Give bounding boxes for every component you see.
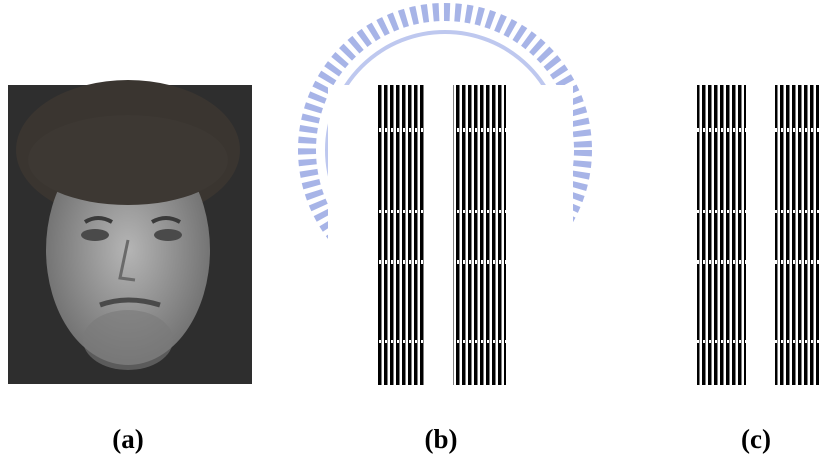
panel-label: (a) bbox=[112, 424, 143, 454]
stripe-block bbox=[453, 85, 506, 385]
face-photo bbox=[8, 80, 252, 384]
stripe-block bbox=[376, 85, 426, 385]
stripe-block bbox=[775, 85, 819, 385]
page: (a) (b) (c) (() => { const data = JSON.p… bbox=[0, 0, 819, 459]
figure: (a) (b) (c) bbox=[0, 0, 819, 459]
panel-background bbox=[328, 85, 573, 385]
panel-label: (b) bbox=[425, 424, 458, 454]
stripe-block bbox=[697, 85, 746, 385]
panel-label: (c) bbox=[741, 424, 771, 454]
